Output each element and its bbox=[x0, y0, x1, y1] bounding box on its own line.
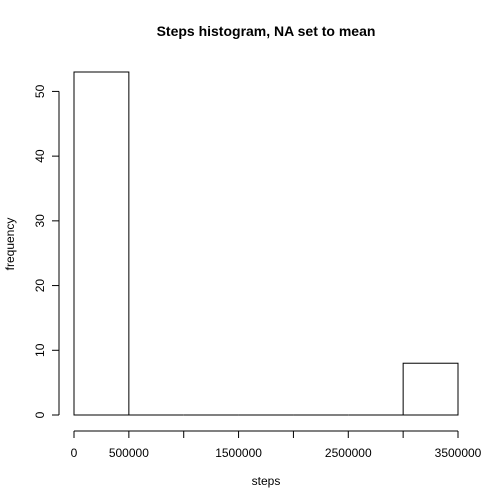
y-tick-label-1: 10 bbox=[33, 343, 47, 357]
x-tick-label-0: 0 bbox=[71, 446, 78, 460]
x-axis-label: steps bbox=[252, 474, 281, 488]
bars-group bbox=[73, 71, 459, 416]
histogram-bar-6 bbox=[402, 362, 459, 416]
chart-title: Steps histogram, NA set to mean bbox=[157, 23, 376, 39]
y-tick-label-4: 40 bbox=[33, 149, 47, 163]
x-tick-label-7: 3500000 bbox=[435, 446, 482, 460]
y-tick-label-2: 20 bbox=[33, 279, 47, 293]
y-tick-label-0: 0 bbox=[33, 411, 47, 418]
x-tick-label-1: 500000 bbox=[109, 446, 149, 460]
x-tick-label-3: 1500000 bbox=[215, 446, 262, 460]
x-tick-label-5: 2500000 bbox=[325, 446, 372, 460]
y-tick-label-3: 30 bbox=[33, 214, 47, 228]
y-tick-label-5: 50 bbox=[33, 84, 47, 98]
x-axis: 0 500000 1500000 2500000 3500000 bbox=[71, 430, 482, 460]
y-axis: 0 10 20 30 40 50 bbox=[33, 84, 60, 418]
y-axis-label: frequency bbox=[3, 218, 17, 271]
histogram-bar-0 bbox=[73, 71, 130, 416]
